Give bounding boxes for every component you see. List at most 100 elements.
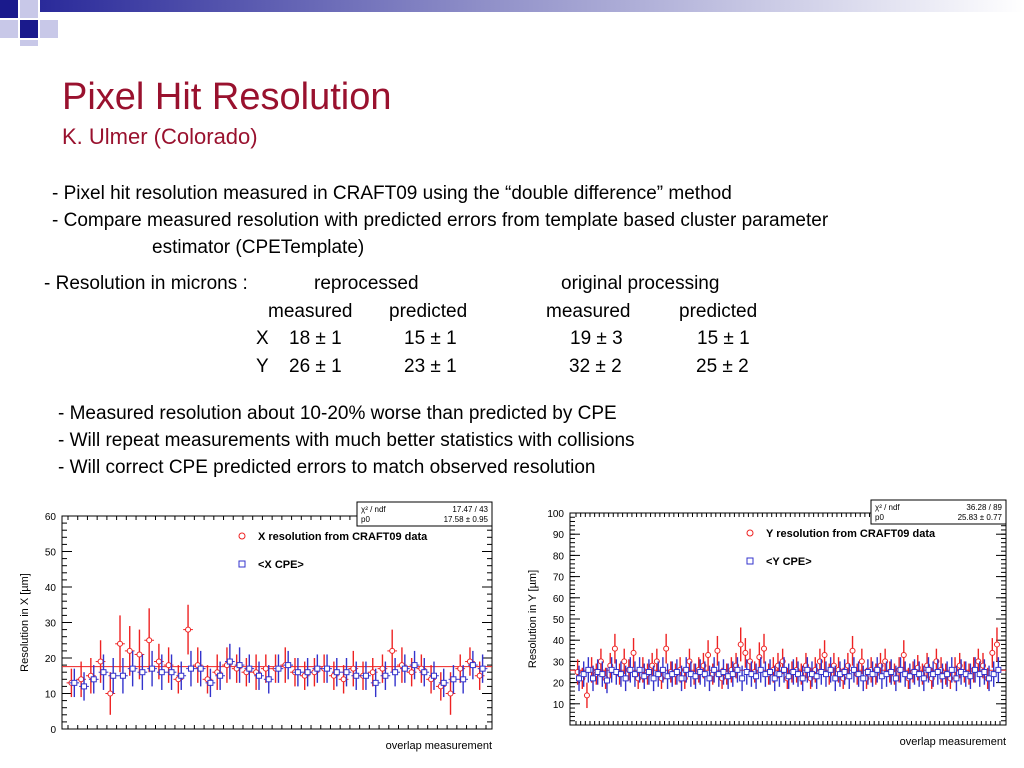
stats-value: 17.47 / 43	[452, 505, 488, 514]
data-point-circle	[858, 658, 865, 665]
note-item: - Measured resolution about 10-20% worse…	[58, 403, 617, 424]
stats-value: 17.58 ± 0.95	[444, 515, 489, 524]
data-point-square	[990, 671, 997, 678]
data-point-square	[411, 662, 418, 669]
data-point-circle	[583, 692, 590, 699]
data-point-square	[692, 673, 699, 680]
y-axis-label: Resolution in Y [µm]	[527, 570, 539, 668]
y-axis-label: Resolution in X [µm]	[19, 573, 31, 672]
data-point-circle	[155, 658, 162, 665]
chart-x-resolution: 0 10 20 30 40 50 60 X resolution from CRAFT09 d…	[19, 501, 493, 752]
data-point-square	[168, 669, 175, 676]
col-header-measured: measured	[546, 301, 631, 322]
data-point-square	[967, 673, 974, 680]
stats-box	[356, 501, 493, 527]
data-point-circle	[389, 647, 396, 654]
data-point-square	[187, 665, 194, 672]
data-point-square	[590, 675, 597, 682]
data-point-square	[981, 669, 988, 675]
data-point-circle	[663, 645, 670, 652]
legend-marker-circle	[746, 529, 754, 537]
data-point-square	[850, 666, 857, 673]
data-point-square	[706, 675, 713, 682]
y-tick-label: 50	[45, 548, 57, 559]
header-gradient-bar	[0, 0, 1024, 46]
deco-square-dark	[0, 0, 18, 18]
y-tick-label: 10	[45, 690, 57, 701]
data-point-square	[304, 669, 311, 676]
x-axis-label: overlap measurement	[900, 736, 1006, 748]
bullet-item: - Pixel hit resolution measured in CRAFT…	[52, 183, 732, 204]
data-point-circle	[136, 651, 143, 658]
stats-label: p0	[361, 515, 370, 524]
stats-label: p0	[875, 513, 884, 522]
data-point-square	[846, 673, 853, 680]
y-tick-label: 40	[45, 583, 57, 594]
table-cell: 32 ± 2	[569, 356, 622, 377]
table-cell: 25 ± 2	[696, 356, 749, 377]
data-point-square	[343, 669, 350, 676]
legend-label: Y resolution from CRAFT09 data	[766, 528, 936, 540]
row-axis-label: X	[256, 328, 269, 349]
data-point-square	[673, 669, 680, 675]
data-point-square	[324, 665, 331, 672]
data-point-circle	[457, 665, 464, 672]
data-point-square	[129, 665, 136, 672]
y-tick-label: 40	[553, 636, 565, 647]
data-point-square	[753, 673, 760, 680]
stats-label: χ² / ndf	[875, 503, 900, 512]
plot-frame	[569, 512, 1007, 726]
deco-square-light	[20, 0, 38, 18]
data-point-circle	[126, 647, 133, 654]
data-point-square	[897, 666, 904, 673]
data-point-square	[785, 673, 792, 680]
data-point-circle	[262, 665, 269, 672]
data-point-square	[934, 669, 941, 675]
data-point-square	[362, 672, 369, 679]
stats-label: χ² / ndf	[361, 505, 386, 514]
y-tick-label: 50	[553, 615, 565, 626]
data-point-square	[71, 679, 78, 686]
data-point-square	[636, 666, 643, 673]
data-point-square	[622, 675, 629, 682]
data-point-square	[580, 671, 587, 678]
deco-square-dark	[20, 20, 38, 38]
data-point-square	[469, 662, 476, 669]
data-point-circle	[165, 662, 172, 669]
data-point-square	[860, 675, 867, 682]
data-point-square	[314, 665, 321, 672]
y-tick-label: 30	[553, 657, 565, 668]
data-point-square	[659, 666, 666, 673]
data-point-square	[627, 666, 634, 673]
data-point-square	[781, 666, 788, 673]
data-point-square	[372, 679, 379, 686]
data-point-circle	[350, 665, 357, 672]
data-point-square	[771, 675, 778, 682]
data-point-square	[631, 671, 638, 678]
data-point-square	[869, 671, 876, 678]
data-point-square	[711, 666, 718, 673]
data-point-square	[90, 676, 97, 683]
data-point-square	[776, 671, 783, 678]
data-point-circle	[742, 649, 749, 656]
y-tick-label: 20	[45, 654, 57, 665]
data-point-square	[158, 669, 165, 676]
table-cell: 15 ± 1	[404, 328, 457, 349]
data-point-circle	[611, 645, 618, 652]
data-point-circle	[476, 672, 483, 679]
data-point-circle	[621, 658, 628, 665]
data-point-circle	[146, 637, 153, 644]
data-point-square	[813, 673, 820, 680]
data-point-circle	[849, 647, 856, 654]
data-point-circle	[78, 676, 85, 683]
data-point-square	[246, 665, 253, 672]
data-point-square	[757, 666, 764, 673]
y-tick-label: 20	[553, 679, 565, 690]
data-point-circle	[117, 640, 124, 647]
data-point-square	[599, 671, 606, 678]
data-point-circle	[447, 690, 454, 697]
data-point-square	[479, 665, 486, 672]
data-point-square	[720, 669, 727, 675]
data-point-square	[617, 671, 624, 678]
data-point-square	[822, 671, 829, 678]
